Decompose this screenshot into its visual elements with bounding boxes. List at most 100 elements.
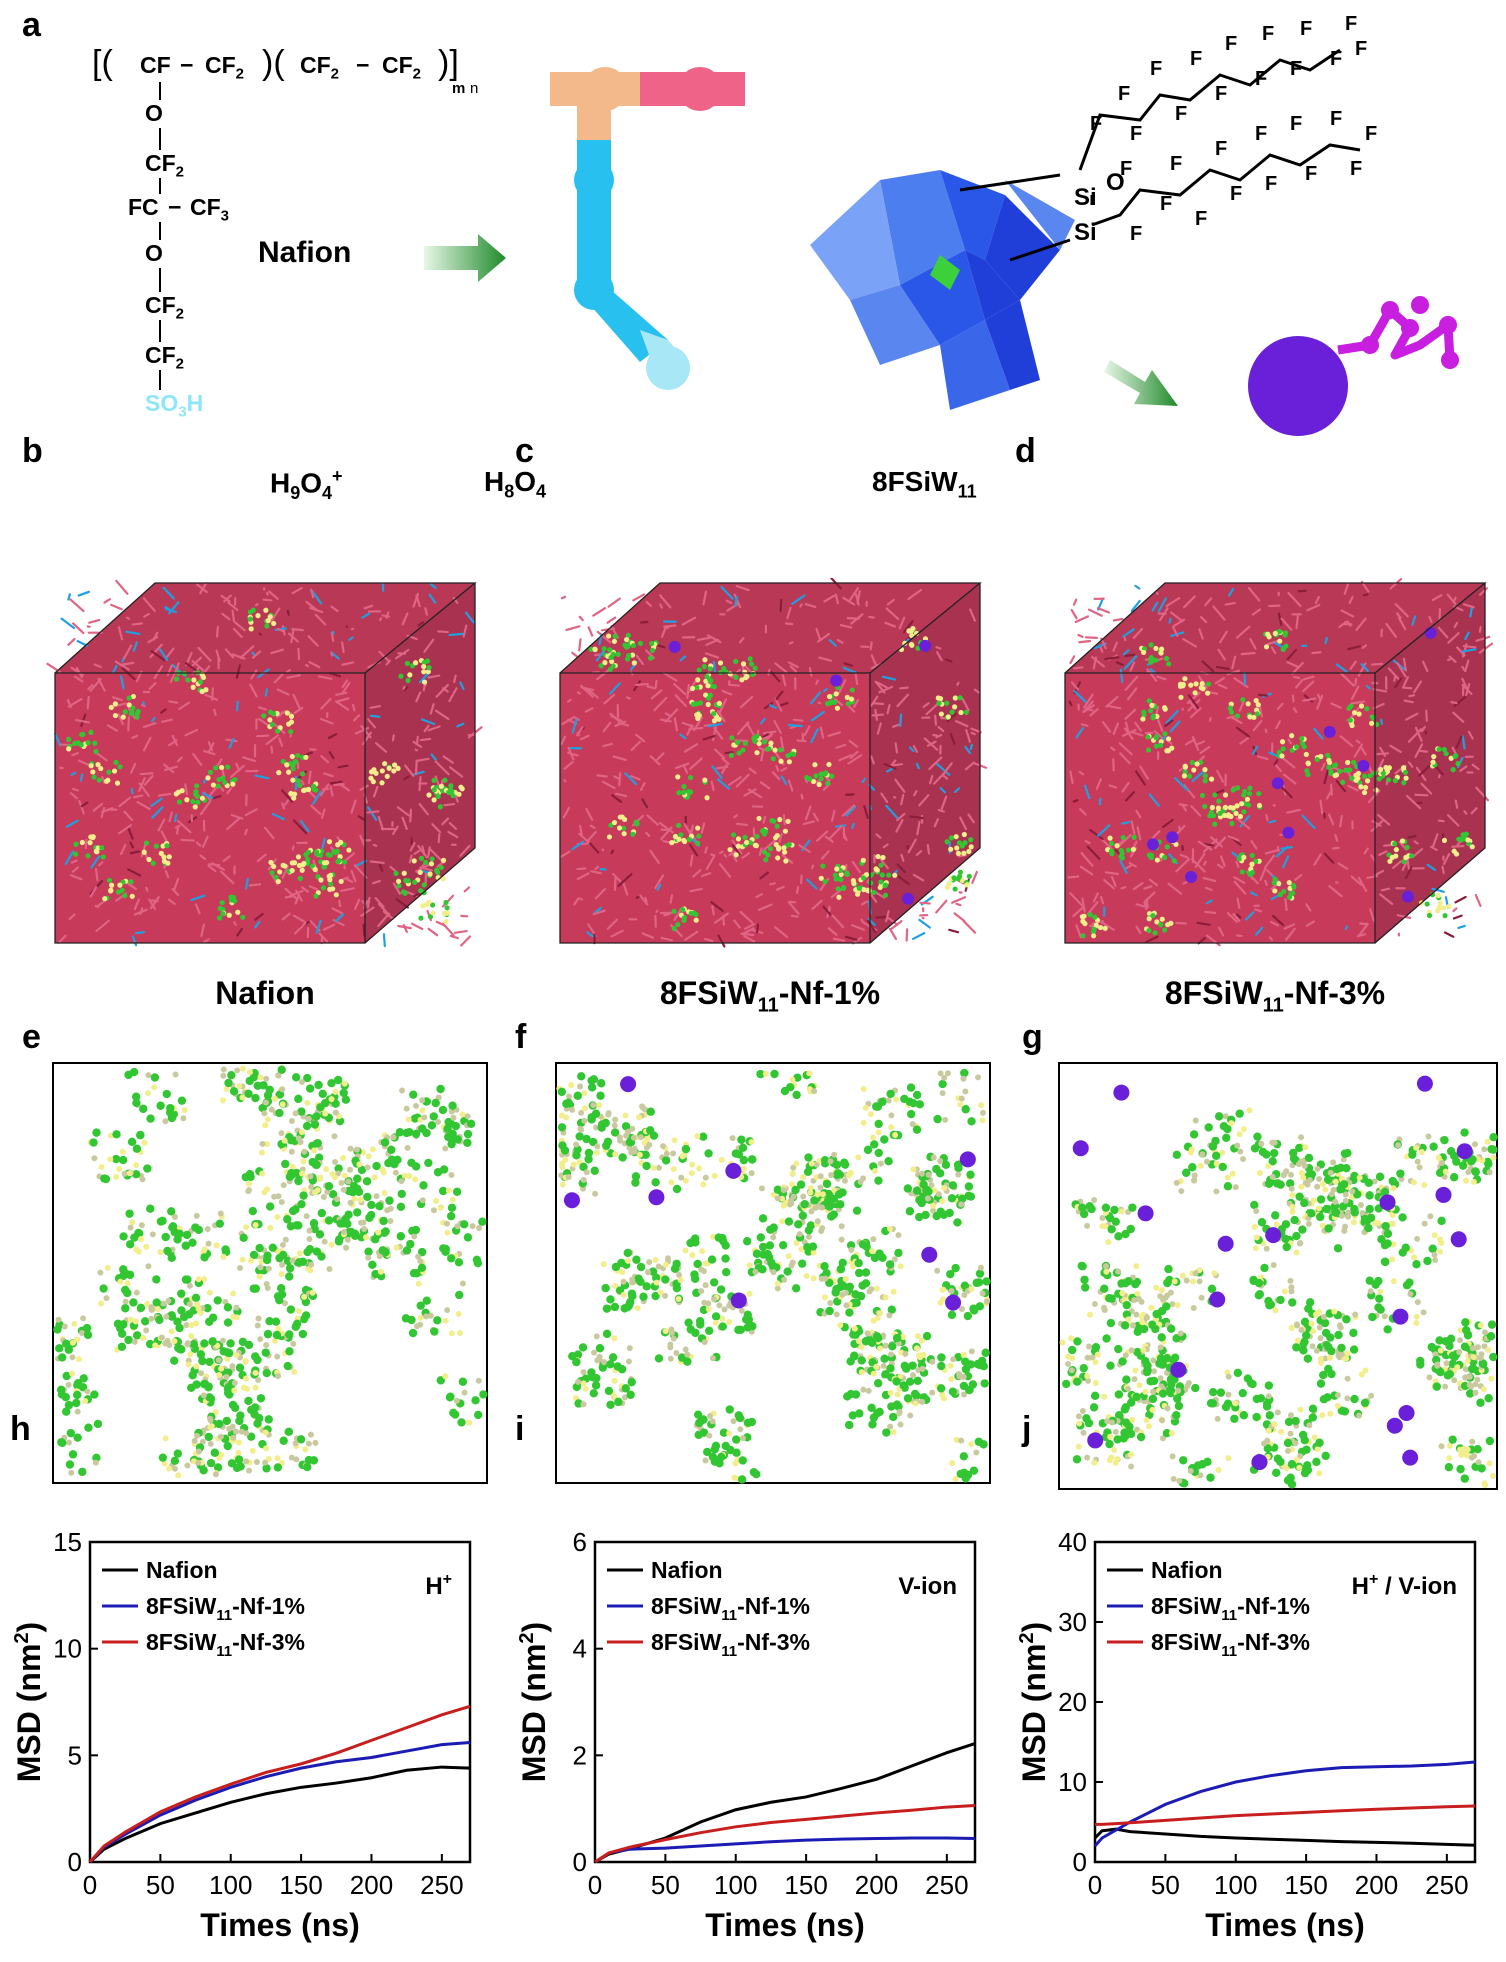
- cube-edge: [54, 582, 477, 674]
- cluster-bead: [921, 1246, 938, 1263]
- water-domains: [556, 1068, 991, 1484]
- polyoxometalate-cluster: [810, 170, 1075, 410]
- backbone-bracket-open: [(: [92, 44, 113, 82]
- cube-face: [560, 583, 980, 673]
- svg-text:F: F: [1175, 103, 1187, 125]
- x-tick-label: 200: [1355, 1870, 1398, 1900]
- panel-label-a: a: [22, 6, 41, 44]
- series-line-0: [594, 1742, 976, 1864]
- side-o-1: O: [145, 100, 163, 126]
- cluster-bead: [945, 1294, 962, 1311]
- cube-edge: [869, 583, 981, 944]
- side-fc: FC: [128, 194, 159, 220]
- legend-label-1: 8FSiW11-Nf-1%: [1151, 1593, 1310, 1624]
- cluster-bead: [620, 1076, 637, 1093]
- cluster-bead: [1398, 1404, 1415, 1421]
- svg-text:F: F: [1130, 123, 1142, 145]
- legend-hydronium-label: H9O4+: [270, 466, 343, 503]
- cluster-bead: [902, 892, 915, 905]
- series-line-2: [594, 1803, 976, 1864]
- cluster-bead: [668, 640, 681, 653]
- cluster-bead: [1087, 1432, 1104, 1449]
- x-tick-label: 0: [83, 1870, 97, 1900]
- svg-text:F: F: [1290, 113, 1302, 135]
- cluster-bead: [1072, 1140, 1089, 1157]
- y-axis-label: MSD (nm2): [1016, 1622, 1052, 1782]
- cluster-bead: [959, 1151, 976, 1168]
- cluster-bead: [1209, 1291, 1226, 1308]
- cube-nf3: [1064, 578, 1494, 947]
- y-tick-label: 2: [573, 1740, 587, 1770]
- cube-face: [870, 583, 980, 943]
- y-tick-label: 0: [573, 1847, 587, 1877]
- x-tick-label: 250: [925, 1870, 968, 1900]
- svg-text:F: F: [1215, 138, 1227, 160]
- cluster-bead: [1386, 1417, 1403, 1434]
- cluster-bead: [1424, 626, 1437, 639]
- svg-text:F: F: [1255, 123, 1267, 145]
- series-line-0: [88, 1765, 471, 1864]
- cube-face: [55, 673, 365, 943]
- cluster-bead: [1402, 1449, 1419, 1466]
- cube-face: [560, 673, 870, 943]
- side-cf2-1: CF2: [145, 150, 185, 181]
- cube-face: [1065, 583, 1485, 673]
- x-axis-label: Times (ns): [1205, 1907, 1364, 1943]
- cluster-bead: [1323, 725, 1336, 738]
- svg-text:F: F: [1230, 183, 1242, 205]
- panel-label-f: f: [515, 1018, 527, 1056]
- water-clusters: [66, 607, 465, 925]
- side-chain-bonds: [159, 82, 161, 390]
- cluster-bead: [1113, 1084, 1130, 1101]
- x-tick-label: 100: [209, 1870, 252, 1900]
- series-line-2: [1095, 1804, 1476, 1826]
- cube-edge: [1374, 583, 1486, 944]
- backbone-dash-2: −: [356, 52, 370, 78]
- cluster-bead: [1146, 838, 1159, 851]
- side-o-2: O: [145, 240, 163, 266]
- backbone-cf2-a: CF2: [205, 52, 245, 83]
- cube-edge: [559, 582, 982, 674]
- water-domains: [1059, 1107, 1498, 1489]
- si-atom-1: Si: [1074, 184, 1097, 211]
- y-tick-label: 40: [1058, 1532, 1087, 1557]
- x-axis-label: Times (ns): [705, 1907, 864, 1943]
- backbone-cf: CF: [140, 52, 171, 78]
- slab-nf3: [1058, 1062, 1498, 1490]
- series-line-1: [88, 1741, 471, 1864]
- y-tick-label: 10: [53, 1634, 82, 1664]
- slab-nafion: [52, 1062, 488, 1484]
- y-tick-label: 5: [68, 1740, 82, 1770]
- side-cf3: CF3: [190, 194, 230, 225]
- backbone-n: n: [470, 80, 479, 97]
- series-line-1: [594, 1836, 976, 1864]
- svg-text:F: F: [1118, 83, 1130, 105]
- arrow-right-icon: [424, 234, 506, 282]
- legend-label-2: 8FSiW11-Nf-3%: [651, 1629, 810, 1660]
- legend-label-2: 8FSiW11-Nf-3%: [146, 1629, 305, 1660]
- panel-annotation: H+: [425, 1571, 452, 1600]
- cluster-cg-model: [1248, 296, 1459, 436]
- polymer-strands: [559, 578, 988, 948]
- panel-label-e: e: [22, 1018, 41, 1056]
- backbone-cf2-c: CF2: [382, 52, 422, 83]
- panel-annotation: H+ / V-ion: [1352, 1571, 1457, 1600]
- nafion-label: Nafion: [258, 236, 352, 269]
- x-tick-label: 250: [420, 1870, 463, 1900]
- y-tick-label: 20: [1058, 1687, 1087, 1717]
- cluster-bead: [919, 639, 932, 652]
- cluster-bead: [1416, 1075, 1433, 1092]
- backbone-paren: )(: [262, 44, 285, 82]
- slab-nf1: [555, 1062, 991, 1484]
- cube-nf1: [559, 578, 988, 948]
- legend-water-label: H8O4: [484, 466, 547, 502]
- si-atom-2: Si: [1074, 219, 1097, 246]
- cluster-bead: [1185, 871, 1198, 884]
- side-cf2-2: CF2: [145, 292, 185, 323]
- cluster-bead: [1282, 826, 1295, 839]
- panel-label-j: j: [1022, 1410, 1032, 1448]
- backbone-cf2-b: CF2: [300, 52, 340, 83]
- x-tick-label: 250: [1425, 1870, 1468, 1900]
- x-tick-label: 150: [1284, 1870, 1327, 1900]
- panel-label-d: d: [1015, 432, 1036, 470]
